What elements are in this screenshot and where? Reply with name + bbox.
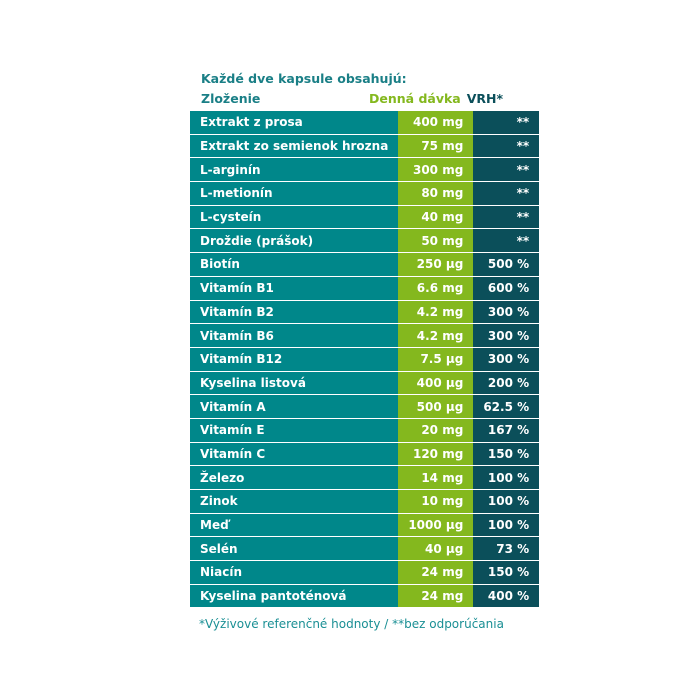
vrh-value: 500 % (473, 252, 540, 277)
table-row: Vitamín E 20 mg 167 % (190, 417, 540, 443)
daily-dose: 40 µg (398, 536, 474, 561)
nutrition-table: Extrakt z prosa 400 mg ** Extrakt zo semien… (190, 111, 540, 608)
daily-dose: 24 mg (398, 583, 474, 608)
ingredient-name: Vitamín B1 (190, 275, 399, 300)
ingredient-name: Vitamín A (190, 394, 399, 419)
ingredient-name: Vitamín C (190, 441, 399, 466)
vrh-value: 150 % (473, 441, 540, 466)
daily-dose: 250 µg (398, 252, 474, 277)
daily-dose: 300 mg (398, 157, 474, 182)
daily-dose: 4.2 mg (398, 323, 474, 348)
table-row: L-metionín 80 mg ** (190, 181, 540, 206)
table-row: Vitamín C 120 mg 150 % (190, 441, 540, 466)
table-title: Každé dve kapsule obsahujú: (201, 71, 407, 86)
ingredient-name: Vitamín E (190, 417, 399, 443)
daily-dose: 120 mg (398, 441, 474, 466)
table-row: Vitamín B12 7.5 µg 300 % (190, 346, 540, 372)
vrh-value: 62.5 % (473, 394, 540, 419)
table-row: Vitamín B6 4.2 mg 300 % (190, 323, 540, 348)
ingredient-name: Vitamín B12 (190, 346, 399, 372)
vrh-value: 200 % (473, 370, 540, 395)
daily-dose: 4.2 mg (398, 299, 474, 324)
ingredient-name: Biotín (190, 252, 399, 277)
table-row: Zinok 10 mg 100 % (190, 489, 540, 514)
ingredient-name: Zinok (190, 489, 399, 514)
daily-dose: 20 mg (398, 417, 474, 443)
table-row: L-arginín 300 mg ** (190, 157, 540, 182)
daily-dose: 40 mg (398, 204, 474, 229)
daily-dose: 75 mg (398, 133, 474, 158)
table-row: Meď 1000 µg 100 % (190, 512, 540, 537)
daily-dose: 1000 µg (398, 512, 474, 537)
daily-dose: 7.5 µg (398, 346, 474, 372)
daily-dose: 500 µg (398, 394, 474, 419)
vrh-value: 167 % (473, 417, 540, 443)
vrh-value: 73 % (473, 536, 540, 561)
vrh-value: 300 % (473, 323, 540, 348)
daily-dose: 400 mg (398, 111, 474, 135)
table-row: Droždie (prášok) 50 mg ** (190, 228, 540, 253)
table-row: Kyselina listová 400 µg 200 % (190, 370, 540, 395)
table-row: L-cysteín 40 mg ** (190, 204, 540, 229)
vrh-value: ** (473, 228, 540, 253)
table-row: Extrakt z prosa 400 mg ** (190, 111, 540, 135)
vrh-value: 100 % (473, 512, 540, 537)
vrh-value: ** (473, 133, 540, 158)
ingredient-name: Vitamín B6 (190, 323, 399, 348)
table-row: Niacín 24 mg 150 % (190, 560, 540, 585)
table-row: Vitamín A 500 µg 62.5 % (190, 394, 540, 419)
ingredient-name: L-cysteín (190, 204, 399, 229)
ingredient-name: Kyselina listová (190, 370, 399, 395)
vrh-value: 300 % (473, 346, 540, 372)
table-row: Vitamín B1 6.6 mg 600 % (190, 275, 540, 300)
vrh-value: ** (473, 157, 540, 182)
vrh-value: 150 % (473, 560, 540, 585)
header-vrh: VRH* (466, 91, 503, 106)
vrh-value: 400 % (473, 583, 540, 608)
vrh-value: 300 % (473, 299, 540, 324)
ingredient-name: Železo (190, 465, 399, 490)
table-row: Extrakt zo semienok hrozna 75 mg ** (190, 133, 540, 158)
ingredient-name: Vitamín B2 (190, 299, 399, 324)
table-row: Kyselina pantoténová 24 mg 400 % (190, 583, 540, 608)
table-row: Selén 40 µg 73 % (190, 536, 540, 561)
header-composition: Zloženie (201, 91, 261, 106)
vrh-value: 600 % (473, 275, 540, 300)
table-row: Železo 14 mg 100 % (190, 465, 540, 490)
ingredient-name: Extrakt z prosa (190, 111, 399, 135)
ingredient-name: L-arginín (190, 157, 399, 182)
vrh-value: ** (473, 204, 540, 229)
ingredient-name: Kyselina pantoténová (190, 583, 399, 608)
daily-dose: 14 mg (398, 465, 474, 490)
vrh-value: ** (473, 181, 540, 206)
ingredient-name: Droždie (prášok) (190, 228, 399, 253)
daily-dose: 6.6 mg (398, 275, 474, 300)
header-daily-dose: Denná dávka (369, 91, 461, 106)
ingredient-name: L-metionín (190, 181, 399, 206)
daily-dose: 80 mg (398, 181, 474, 206)
ingredient-name: Meď (190, 512, 399, 537)
table-row: Biotín 250 µg 500 % (190, 252, 540, 277)
table-header: Zloženie Denná dávka VRH* (190, 91, 513, 109)
daily-dose: 400 µg (398, 370, 474, 395)
footnote: *Výživové referenčné hodnoty / **bez odp… (199, 617, 504, 631)
vrh-value: 100 % (473, 465, 540, 490)
table-row: Vitamín B2 4.2 mg 300 % (190, 299, 540, 324)
ingredient-name: Selén (190, 536, 399, 561)
vrh-value: 100 % (473, 489, 540, 514)
daily-dose: 50 mg (398, 228, 474, 253)
vrh-value: ** (473, 111, 540, 135)
ingredient-name: Extrakt zo semienok hrozna (190, 133, 399, 158)
daily-dose: 24 mg (398, 560, 474, 585)
daily-dose: 10 mg (398, 489, 474, 514)
ingredient-name: Niacín (190, 560, 399, 585)
